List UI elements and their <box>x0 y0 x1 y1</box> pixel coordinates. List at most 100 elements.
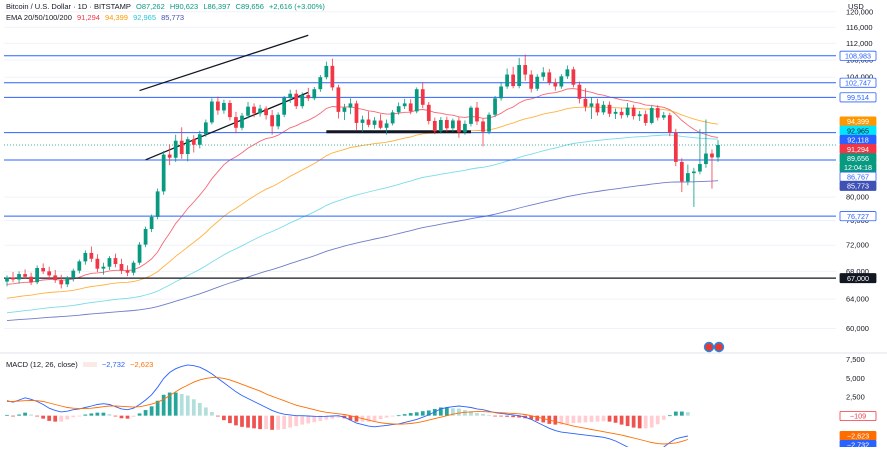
candle-body <box>5 277 9 282</box>
candle-body <box>499 86 503 99</box>
macd-histogram-bar <box>53 415 58 422</box>
candle-body <box>541 72 546 77</box>
candle-body <box>511 74 516 87</box>
macd-histogram-bar <box>107 414 112 416</box>
macd-title[interactable]: MACD (12, 26, close) <box>6 360 78 369</box>
candle-body <box>649 108 654 123</box>
macd-histogram-bar <box>197 402 202 416</box>
macd-histogram-bar <box>571 415 576 424</box>
candle-body <box>35 268 39 283</box>
currency-label: USD <box>848 2 864 11</box>
macd-histogram-bar <box>679 411 684 416</box>
macd-histogram-bar <box>47 415 52 421</box>
macd-histogram-bar <box>661 415 666 420</box>
candle-body <box>77 261 82 271</box>
candle-body <box>601 104 606 113</box>
candle-body <box>197 134 202 145</box>
ema50-value: 94,399 <box>105 13 128 22</box>
price-axis-badge <box>839 273 877 284</box>
macd-histogram-bar <box>348 415 353 421</box>
candle-body <box>342 107 347 112</box>
candle-body <box>185 139 190 155</box>
macd-histogram-bar <box>222 415 226 421</box>
candle-body <box>589 103 594 107</box>
candle-body <box>348 103 353 108</box>
candle-body <box>583 98 588 107</box>
price-badge-text: 91,294 <box>847 145 869 154</box>
macd-histogram-bar <box>288 415 293 428</box>
ohlc-low: L86,397 <box>203 2 231 11</box>
candle-body <box>252 106 256 114</box>
price-tick-label: 112,000 <box>846 39 873 48</box>
candle-body <box>631 107 636 117</box>
candle-body <box>426 104 431 121</box>
macd-histogram-bar <box>517 415 522 418</box>
macd-histogram-bar <box>686 412 690 416</box>
macd-histogram-bar <box>294 415 299 427</box>
candle-body <box>360 119 365 123</box>
macd-histogram-bar <box>113 415 118 417</box>
candle-body <box>613 111 618 114</box>
candle-body <box>619 111 624 116</box>
symbol-title[interactable]: Bitcoin / U.S. Dollar · 1D · BITSTAMP <box>6 2 131 11</box>
macd-histogram-bar <box>29 414 33 416</box>
candle-body <box>667 115 672 133</box>
candle-body <box>59 280 64 285</box>
event-flag-icon[interactable] <box>713 341 725 353</box>
macd-histogram-bar <box>173 392 178 416</box>
price-tick-label: 120,000 <box>846 7 873 16</box>
ema200-value: 85,773 <box>161 13 185 22</box>
candle-body <box>270 115 274 127</box>
price-badge-text: 76,727 <box>847 212 869 221</box>
price-tick-label: 64,000 <box>846 295 869 304</box>
macd-histogram-bar <box>655 415 660 425</box>
candle-body <box>125 270 130 273</box>
macd-histogram-bar <box>595 415 600 422</box>
ema20-line <box>6 88 719 285</box>
macd-histogram-bar <box>565 415 570 424</box>
ohlc-high: H90,623 <box>169 2 199 11</box>
candle-body <box>529 74 534 89</box>
macd-histogram-bar <box>131 415 136 417</box>
macd-histogram-bar <box>246 415 250 428</box>
macd-histogram-bar <box>457 408 461 416</box>
price-axis-badge <box>839 92 877 103</box>
candle-body <box>396 106 401 113</box>
ema-legend-title[interactable]: EMA 20/50/100/200 <box>6 13 72 22</box>
price-badge-text: 67,000 <box>847 274 869 283</box>
macd-hist-swatch <box>82 362 97 367</box>
macd-histogram-bar <box>83 414 88 416</box>
candle-body <box>318 77 323 90</box>
candle-body <box>191 139 196 145</box>
candle-body <box>336 87 341 112</box>
macd-histogram-bar <box>444 407 449 416</box>
candle-body <box>312 89 317 99</box>
price-badge-text: 102,747 <box>845 78 871 87</box>
ema200-line <box>6 180 719 322</box>
macd-histogram-bar <box>23 412 27 416</box>
macd-histogram-bar <box>276 415 281 430</box>
candle-body <box>209 101 214 123</box>
event-flag-icon[interactable] <box>703 341 715 353</box>
macd-histogram-bar <box>499 415 503 417</box>
macd-histogram-bar <box>59 415 64 422</box>
macd-histogram-bar <box>583 415 588 423</box>
macd-histogram-bar <box>17 414 21 416</box>
candle-body <box>167 154 172 158</box>
symbol-header: Bitcoin / U.S. Dollar · 1D · BITSTAMP O8… <box>6 2 328 12</box>
macd-histogram-bar <box>384 415 389 418</box>
candle-body <box>246 106 250 116</box>
candle-body <box>607 104 612 114</box>
macd-histogram-bar <box>330 415 335 419</box>
candle-body <box>161 154 166 192</box>
price-tick-label: 80,000 <box>846 193 869 202</box>
price-badge-text: 99,514 <box>847 93 869 102</box>
macd-histogram-bar <box>601 415 606 422</box>
macd-histogram-bar <box>71 415 76 418</box>
price-tick-label: 104,000 <box>846 73 873 82</box>
ema-legend: EMA 20/50/100/200 91,294 94,399 92,965 8… <box>6 13 187 23</box>
candle-body <box>716 145 720 158</box>
macd-histogram-bar <box>324 415 329 420</box>
macd-histogram-bar <box>41 415 46 419</box>
